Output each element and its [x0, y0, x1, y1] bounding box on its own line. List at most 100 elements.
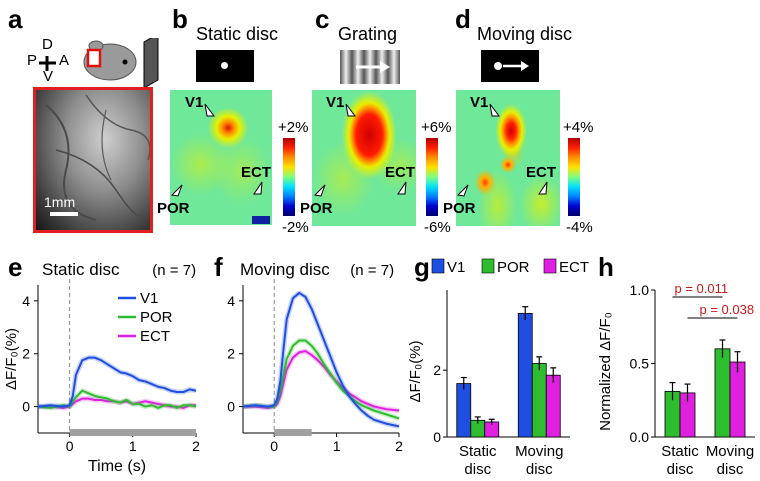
panel-e-letter: e: [8, 252, 22, 282]
chart-g-bar-por-1: [531, 363, 547, 438]
chart-f-ytick-label: 4: [227, 293, 235, 309]
chart-h-ytick-label: 1.0: [630, 282, 650, 298]
chart-g-category-label: Moving: [515, 443, 563, 460]
chart-h-bar-por-1: [714, 348, 731, 438]
chart-h-category-label: disc: [667, 461, 694, 478]
anterior-label: A: [59, 52, 70, 69]
map-c-ect-arrow: [397, 181, 407, 195]
panel-f-letter: f: [214, 252, 223, 282]
chart-h-ytick-label: 0.0: [630, 429, 650, 445]
map-b-ect-arrow: [253, 181, 263, 195]
chart-g-bar-v1-1: [517, 312, 533, 438]
dorsal-label: D: [42, 36, 53, 53]
map-d-v1-label: V1: [470, 94, 489, 111]
chart-h-ytick-label: 0.5: [630, 356, 650, 372]
map-b-por-arrow: [170, 184, 183, 197]
chart-h-category-label: disc: [717, 461, 744, 478]
static-disc-response-map: [170, 90, 272, 225]
chart-f-series-ect: [243, 350, 400, 412]
chart-g-y-label: ΔF/F₀(%): [407, 340, 424, 402]
chart-f-ytick-label: 0: [227, 399, 235, 415]
grating-response-map: [312, 90, 416, 226]
chart-e-stimulus-bar: [69, 429, 196, 437]
chart-g-ytick-label: 2: [433, 362, 441, 378]
panel-h-letter: h: [598, 252, 614, 282]
orientation-diagram: D V P A: [27, 36, 160, 89]
chart-h-significance-label-1: p = 0.038: [700, 302, 755, 317]
chart-g-category-label: disc: [464, 461, 491, 478]
colorbar-c-min: -6%: [424, 219, 451, 236]
map-c-por-arrow: [313, 184, 326, 197]
map-d-por-label: POR: [443, 200, 476, 217]
chart-g-legend-swatch-por: [481, 258, 495, 274]
chart-g-legend-swatch-v1: [431, 258, 445, 274]
chart-e-xtick-label: 1: [129, 438, 137, 454]
chart-e-series-v1-error-band: [37, 355, 197, 410]
moving-disc-response-map: [456, 90, 560, 226]
chart-f-stimulus-bar: [274, 429, 312, 437]
moving-disc-stimulus: [481, 50, 539, 82]
panel-c-letter: c: [315, 4, 330, 34]
colorbar-c: [426, 138, 438, 216]
map-d-por-arrow: [456, 184, 469, 197]
chart-g-bar-ect-1: [545, 374, 561, 438]
chart-h-significance-label-0: p = 0.011: [675, 281, 729, 296]
chart-g-bar-v1-0: [456, 383, 472, 438]
map-d-ect-arrow: [538, 181, 548, 195]
map-d-ect-label: ECT: [526, 164, 556, 181]
colorbar-d-max: +4%: [563, 119, 594, 136]
colorbar-c-max: +6%: [421, 119, 452, 136]
panel-c-title: Grating: [338, 24, 398, 44]
chart-e-series-v1: [37, 356, 197, 408]
chart-f-series-v1: [242, 291, 400, 428]
colorbar-d: [568, 138, 580, 216]
chart-e-ytick-label: 0: [22, 399, 30, 415]
map-c-v1-label: V1: [326, 94, 345, 111]
charts-svg: e Static disc (n = 7) 0 2 4 0 1 2 Time (s) ΔF/F₀(%…: [3, 252, 755, 478]
chart-h-bar-ect-1: [729, 361, 746, 438]
grating-stimulus: [340, 50, 400, 84]
panel-d-title: Moving disc: [477, 24, 573, 44]
colorbar-b-max: +2%: [278, 119, 309, 136]
colorbar-b-min: -2%: [282, 219, 309, 236]
chart-e-n-label: (n = 7): [152, 262, 196, 279]
chart-g-category-label: Static: [459, 443, 497, 460]
colorbar-b: [283, 138, 295, 216]
chart-e-xtick-label: 2: [192, 438, 200, 454]
chart-g-legend-label-por: POR: [497, 259, 530, 276]
map-b-v1-label: V1: [185, 94, 204, 111]
chart-h-category-label: Moving: [706, 443, 754, 460]
chart-e-ytick-label: 2: [22, 346, 30, 362]
chart-e-ytick-label: 4: [22, 293, 30, 309]
chart-e-xtick-label: 0: [66, 438, 74, 454]
panel-d-letter: d: [455, 4, 471, 34]
chart-e-legend-label-ect: ECT: [140, 328, 170, 345]
map-b-v1-arrow: [204, 103, 215, 117]
map-b-por-label: POR: [157, 200, 190, 217]
chart-f-ytick-label: 2: [227, 346, 235, 362]
chart-e-legend-label-por: POR: [140, 309, 173, 326]
chart-f-xtick-label: 0: [270, 438, 278, 454]
map-c-v1-arrow: [345, 103, 356, 117]
chart-f-title: Moving disc: [240, 260, 330, 279]
mouse-and-screen-icon: [39, 38, 159, 89]
panel-a-letter: a: [8, 4, 23, 34]
chart-e-x-label: Time (s): [88, 458, 146, 475]
chart-e-y-label: ΔF/F₀(%): [3, 328, 20, 390]
chart-f-xtick-label: 1: [333, 438, 341, 454]
panel-b-title: Static disc: [196, 24, 279, 44]
chart-h-category-label: Static: [661, 443, 699, 460]
ventral-label: V: [43, 68, 54, 85]
chart-f-n-label: (n = 7): [350, 262, 394, 279]
blood-vessels: [45, 94, 150, 221]
chart-f-series-por: [242, 339, 400, 420]
chart-g-legend-swatch-ect: [543, 258, 557, 274]
chart-g-category-label: disc: [526, 461, 553, 478]
chart-f-xtick-label: 2: [395, 438, 403, 454]
map-c-por-label: POR: [300, 200, 333, 217]
colorbar-d-min: -4%: [566, 219, 593, 236]
chart-e-legend-label-v1: V1: [140, 290, 158, 307]
map-c-ect-label: ECT: [385, 164, 415, 181]
map-d-v1-arrow: [489, 103, 500, 117]
chart-g-legend-label-v1: V1: [447, 259, 465, 276]
